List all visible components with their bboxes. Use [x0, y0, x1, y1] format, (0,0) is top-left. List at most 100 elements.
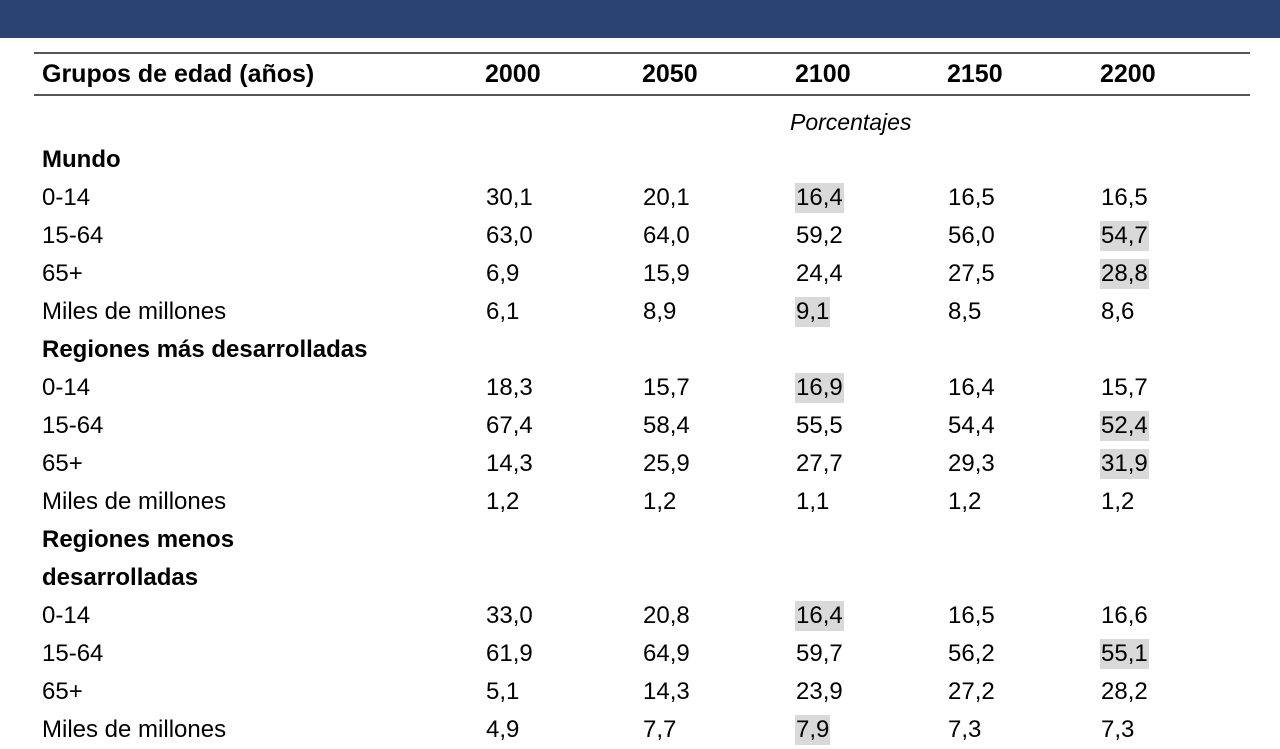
value-cell: 27,5: [947, 255, 996, 293]
value-cell: 25,9: [642, 445, 691, 483]
value-cell: 15,7: [642, 369, 691, 407]
table-row: 15-64 63,0 64,0 59,2 56,0 54,7: [34, 217, 1250, 255]
row-label: 65+: [42, 260, 83, 287]
table-row: 0-14 33,0 20,8 16,4 16,5 16,6: [34, 597, 1250, 635]
table-top-rule: [34, 52, 1250, 54]
row-label: Miles de millones: [42, 298, 227, 325]
value-text: 16,4: [948, 374, 995, 401]
section-title-row: desarrolladas: [34, 559, 1250, 597]
value-cell: 1,2: [485, 483, 520, 521]
value-cell: 7,3: [947, 711, 982, 749]
value-text: 6,1: [486, 298, 520, 325]
value-text: 27,5: [948, 260, 995, 287]
value-text: 16,6: [1101, 602, 1148, 629]
value-text: 6,9: [486, 260, 520, 287]
row-label: Miles de millones: [42, 716, 227, 743]
table-row: 0-14 18,3 15,7 16,9 16,4 15,7: [34, 369, 1250, 407]
value-cell: 23,9: [795, 673, 844, 711]
value-cell: 24,4: [795, 255, 844, 293]
value-text: 23,9: [796, 678, 843, 705]
table-row: 65+ 5,1 14,3 23,9 27,2 28,2: [34, 673, 1250, 711]
value-text: 58,4: [643, 412, 690, 439]
value-cell: 15,7: [1100, 369, 1149, 407]
value-text: 54,4: [948, 412, 995, 439]
value-text: 1,1: [796, 488, 830, 515]
value-cell: 16,9: [795, 369, 844, 407]
value-cell: 31,9: [1100, 445, 1149, 483]
highlighted-value: 16,4: [795, 601, 844, 631]
value-text: 24,4: [796, 260, 843, 287]
table-row: 0-14 30,1 20,1 16,4 16,5 16,5: [34, 179, 1250, 217]
value-cell: 1,2: [1100, 483, 1135, 521]
value-cell: 56,0: [947, 217, 996, 255]
value-text: 1,2: [486, 488, 520, 515]
value-text: 5,1: [486, 678, 520, 705]
value-cell: 55,1: [1100, 635, 1149, 673]
value-cell: 54,4: [947, 407, 996, 445]
value-cell: 8,6: [1100, 293, 1135, 331]
value-cell: 29,3: [947, 445, 996, 483]
value-text: 56,0: [948, 222, 995, 249]
table-header-row: Grupos de edad (años) 2000 2050 2100 215…: [34, 54, 1250, 94]
value-cell: 4,9: [485, 711, 520, 749]
value-text: 59,7: [796, 640, 843, 667]
value-text: 33,0: [486, 602, 533, 629]
highlighted-value: 52,4: [1100, 411, 1149, 441]
value-cell: 16,5: [947, 179, 996, 217]
value-text: 14,3: [643, 678, 690, 705]
value-text: 20,1: [643, 184, 690, 211]
value-cell: 64,9: [642, 635, 691, 673]
value-cell: 28,2: [1100, 673, 1149, 711]
header-year-2150: 2150: [947, 59, 1003, 88]
header-year-2200: 2200: [1100, 59, 1156, 88]
value-text: 28,2: [1101, 678, 1148, 705]
value-text: 27,7: [796, 450, 843, 477]
value-text: 59,2: [796, 222, 843, 249]
section-title-row: Mundo: [34, 141, 1250, 179]
header-year-2000: 2000: [485, 59, 541, 88]
highlighted-value: 55,1: [1100, 639, 1149, 669]
highlighted-value: 28,8: [1100, 259, 1149, 289]
section-title: desarrolladas: [42, 564, 199, 591]
value-cell: 33,0: [485, 597, 534, 635]
value-cell: 16,4: [947, 369, 996, 407]
value-cell: 18,3: [485, 369, 534, 407]
section-title: Regiones más desarrolladas: [42, 336, 368, 363]
value-cell: 30,1: [485, 179, 534, 217]
row-label: 15-64: [42, 412, 104, 439]
row-label: 65+: [42, 450, 83, 477]
value-cell: 6,1: [485, 293, 520, 331]
header-year-2050: 2050: [642, 59, 698, 88]
value-cell: 14,3: [642, 673, 691, 711]
value-cell: 55,5: [795, 407, 844, 445]
unit-row: Porcentajes: [34, 103, 1250, 141]
value-cell: 7,9: [795, 711, 831, 749]
value-cell: 15,9: [642, 255, 691, 293]
header-year-2100: 2100: [795, 59, 851, 88]
value-cell: 1,2: [947, 483, 982, 521]
value-cell: 8,5: [947, 293, 982, 331]
value-cell: 16,6: [1100, 597, 1149, 635]
highlighted-value: 9,1: [795, 297, 831, 327]
value-cell: 20,8: [642, 597, 691, 635]
value-text: 1,2: [643, 488, 677, 515]
value-cell: 58,4: [642, 407, 691, 445]
table-row: 15-64 67,4 58,4 55,5 54,4 52,4: [34, 407, 1250, 445]
value-cell: 54,7: [1100, 217, 1149, 255]
value-cell: 52,4: [1100, 407, 1149, 445]
value-text: 15,7: [1101, 374, 1148, 401]
value-cell: 16,5: [1100, 179, 1149, 217]
value-text: 64,9: [643, 640, 690, 667]
value-cell: 27,2: [947, 673, 996, 711]
value-cell: 67,4: [485, 407, 534, 445]
table-row: 15-64 61,9 64,9 59,7 56,2 55,1: [34, 635, 1250, 673]
value-cell: 27,7: [795, 445, 844, 483]
value-text: 29,3: [948, 450, 995, 477]
value-text: 8,6: [1101, 298, 1135, 325]
value-text: 55,5: [796, 412, 843, 439]
value-text: 16,5: [1101, 184, 1148, 211]
value-text: 18,3: [486, 374, 533, 401]
value-cell: 20,1: [642, 179, 691, 217]
value-text: 1,2: [1101, 488, 1135, 515]
table-row: Miles de millones 4,9 7,7 7,9 7,3 7,3: [34, 711, 1250, 749]
